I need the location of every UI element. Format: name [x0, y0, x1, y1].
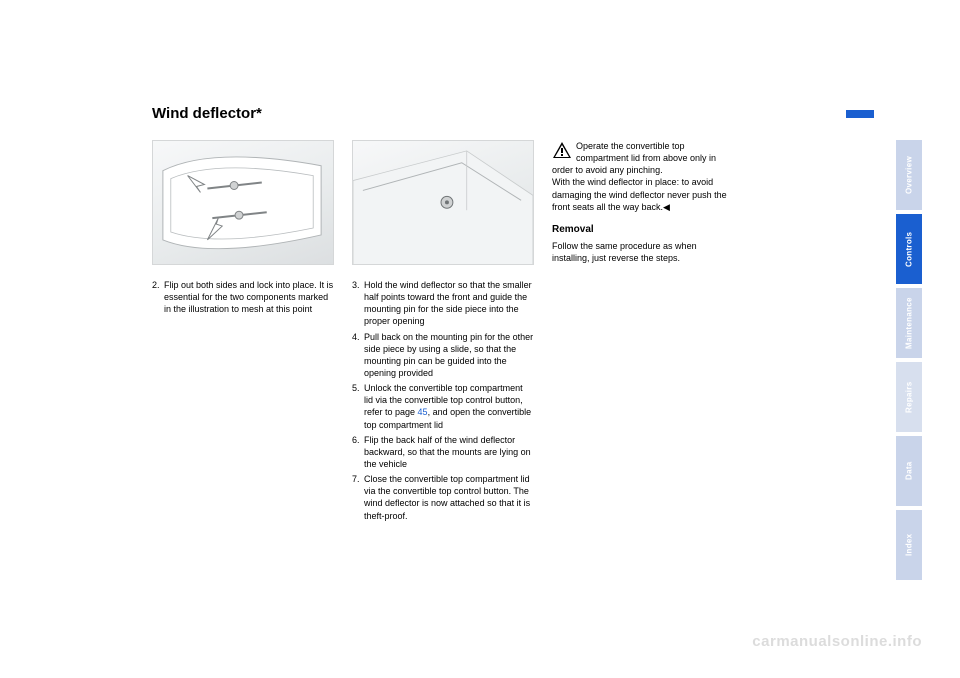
column-3: Operate the convertible top compartment …	[552, 140, 734, 525]
column-1: 2.Flip out both sides and lock into plac…	[152, 140, 334, 525]
removal-text: Follow the same procedure as when instal…	[552, 240, 734, 264]
step-7: 7.Close the convertible top compartment …	[352, 473, 534, 522]
step-4-text: Pull back on the mounting pin for the ot…	[364, 332, 533, 378]
tab-index[interactable]: Index	[896, 510, 922, 580]
step-6: 6.Flip the back half of the wind deflect…	[352, 434, 534, 470]
column-2: 3.Hold the wind deflector so that the sm…	[352, 140, 534, 525]
warning-text: Operate the convertible top compartment …	[552, 141, 727, 212]
side-tabs: Overview Controls Maintenance Repairs Da…	[896, 140, 922, 584]
page-content: Wind deflector* 49 2.Flip out both sides…	[152, 105, 872, 605]
steps-col2: 3.Hold the wind deflector so that the sm…	[352, 279, 534, 522]
removal-heading: Removal	[552, 223, 734, 237]
step-4: 4.Pull back on the mounting pin for the …	[352, 331, 534, 380]
step-5-page-link[interactable]: 45	[418, 407, 428, 417]
columns: 2.Flip out both sides and lock into plac…	[152, 140, 872, 525]
steps-col1: 2.Flip out both sides and lock into plac…	[152, 279, 334, 315]
figure-2	[352, 140, 534, 265]
step-2-text: Flip out both sides and lock into place.…	[164, 280, 333, 314]
tab-overview[interactable]: Overview	[896, 140, 922, 210]
step-2: 2.Flip out both sides and lock into plac…	[152, 279, 334, 315]
page-number-bar	[846, 110, 874, 118]
watermark: carmanualsonline.info	[752, 633, 922, 650]
step-6-text: Flip the back half of the wind deflector…	[364, 435, 531, 469]
warning-block: Operate the convertible top compartment …	[552, 140, 734, 213]
warning-icon	[552, 141, 572, 159]
step-7-text: Close the convertible top compartment li…	[364, 474, 530, 520]
figure-1	[152, 140, 334, 265]
step-5: 5.Unlock the convertible top compartment…	[352, 382, 534, 431]
step-3-text: Hold the wind deflector so that the smal…	[364, 280, 532, 326]
step-3: 3.Hold the wind deflector so that the sm…	[352, 279, 534, 328]
title-row: Wind deflector* 49	[152, 105, 872, 122]
tab-repairs[interactable]: Repairs	[896, 362, 922, 432]
page-title: Wind deflector*	[152, 105, 262, 122]
figure-2-svg	[353, 141, 533, 265]
tab-controls[interactable]: Controls	[896, 214, 922, 284]
figure-1-svg	[153, 141, 333, 265]
tab-data[interactable]: Data	[896, 436, 922, 506]
tab-maintenance[interactable]: Maintenance	[896, 288, 922, 358]
